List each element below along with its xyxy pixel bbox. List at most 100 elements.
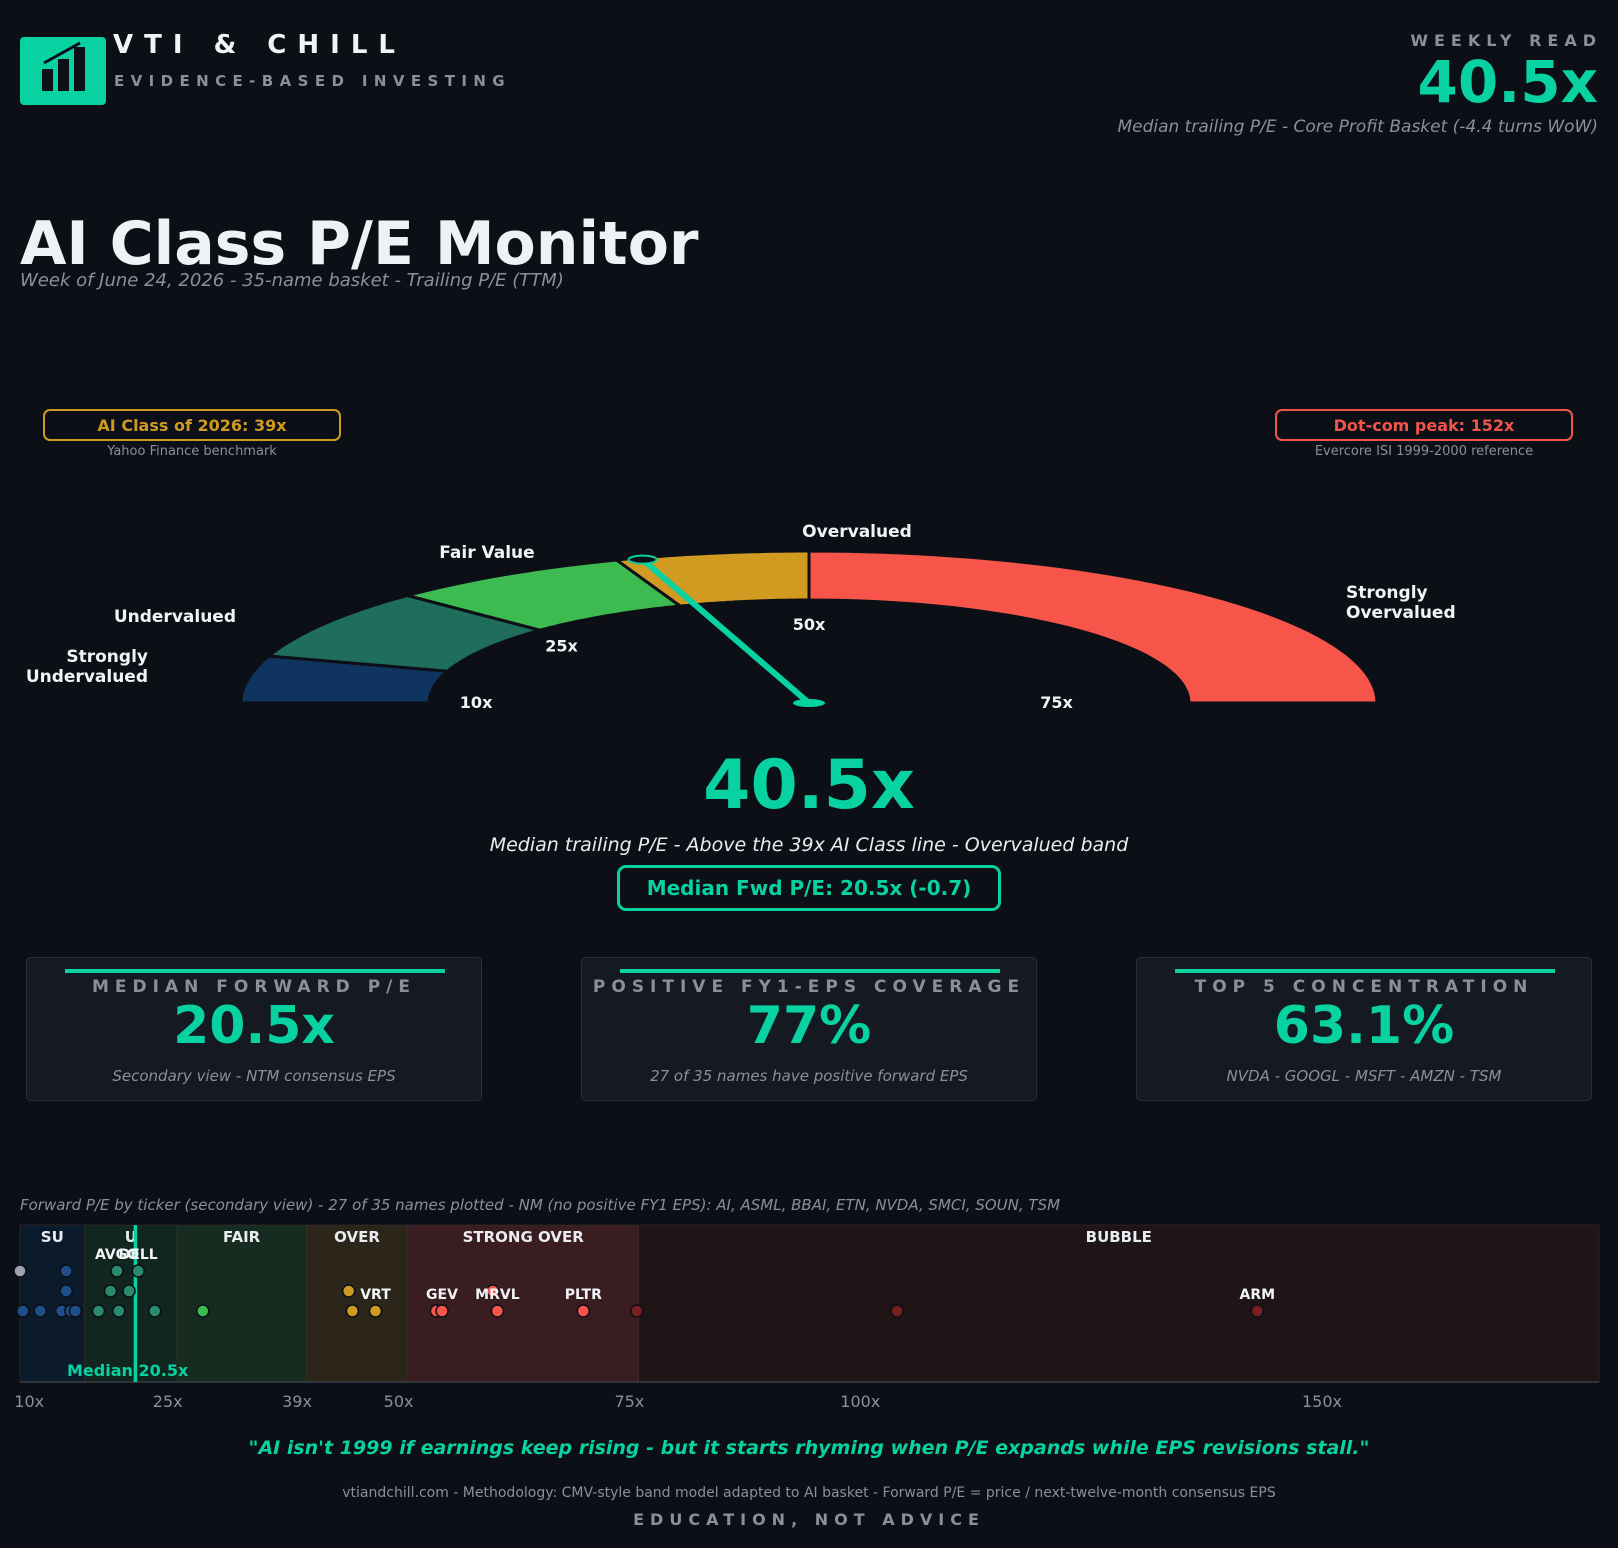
gauge-band-label: Strongly Overvalued: [1346, 583, 1456, 623]
zone-su: [19, 1224, 85, 1383]
card-label: TOP 5 CONCENTRATION: [1194, 977, 1534, 997]
data-point: [630, 1304, 644, 1318]
x-tick-label: 75x: [614, 1392, 644, 1411]
dotcom-benchmark-badge: Dot-com peak: 152x: [1275, 409, 1573, 441]
zone-label: SU: [41, 1228, 64, 1246]
gauge-needle-base: [793, 699, 825, 707]
data-point: [486, 1284, 500, 1298]
data-point: [13, 1264, 27, 1278]
zone-over: [305, 1224, 409, 1383]
footer-methodology: vtiandchill.com - Methodology: CMV-style…: [342, 1485, 1276, 1501]
bar-chart-icon: [42, 41, 85, 91]
x-tick-label: 10x: [14, 1392, 44, 1411]
brand-name: VTI & CHILL: [113, 30, 406, 60]
zone-label: BUBBLE: [1086, 1228, 1152, 1246]
data-point: [490, 1304, 505, 1318]
x-tick-label: 150x: [1302, 1392, 1342, 1411]
gauge-tick-label: 10x: [460, 693, 493, 712]
gauge-needle: [639, 556, 812, 706]
weekly-read-label: WEEKLY READ: [1410, 31, 1602, 50]
point-label: PLTR: [565, 1287, 602, 1303]
page-subtitle: Week of June 24, 2026 - 35-name basket -…: [20, 270, 564, 291]
data-point: [341, 1284, 356, 1298]
kpi-card-top5-concentration: TOP 5 CONCENTRATION 63.1% NVDA - GOOGL -…: [1136, 957, 1592, 1101]
data-point: [890, 1304, 904, 1318]
data-point: [148, 1304, 162, 1318]
data-point: [122, 1284, 136, 1298]
gauge-needle-tip: [627, 554, 658, 565]
x-tick-label: 50x: [384, 1392, 414, 1411]
gauge-band-strongly-overvalued: [807, 549, 1379, 705]
data-point: [110, 1264, 124, 1278]
gauge-band-label: Overvalued: [802, 522, 912, 542]
data-point: [68, 1304, 83, 1318]
data-point: [131, 1264, 145, 1278]
footer-disclaimer: EDUCATION, NOT ADVICE: [633, 1510, 985, 1529]
ai-class-benchmark-badge: AI Class of 2026: 39x: [43, 409, 341, 441]
card-value: 20.5x: [173, 996, 335, 1056]
median-label: Median 20.5x: [67, 1361, 189, 1380]
data-point: [196, 1304, 210, 1318]
card-accent-bar: [65, 969, 445, 973]
gauge-band-label: Strongly Undervalued: [26, 647, 148, 687]
zone-bubble: [638, 1224, 1600, 1383]
data-point: [368, 1304, 383, 1318]
gauge-tick-label: 25x: [545, 636, 578, 655]
ai-class-benchmark-note: Yahoo Finance benchmark: [107, 444, 277, 459]
card-label: MEDIAN FORWARD P/E: [92, 977, 416, 997]
data-point: [345, 1304, 360, 1318]
data-point: [576, 1304, 591, 1318]
point-label: ARM: [1240, 1287, 1276, 1303]
weekly-read-subtitle: Median trailing P/E - Core Profit Basket…: [1117, 117, 1598, 137]
gauge-tick-label: 75x: [1040, 693, 1073, 712]
data-point: [103, 1284, 118, 1298]
page-title: AI Class P/E Monitor: [20, 209, 699, 279]
data-point: [16, 1304, 30, 1318]
gauge-tick-label: 50x: [793, 615, 826, 634]
data-point: [59, 1284, 73, 1298]
point-label: GEV: [426, 1287, 458, 1303]
card-subtitle: NVDA - GOOGL - MSFT - AMZN - TSM: [1226, 1067, 1502, 1085]
strip-chart-title: Forward P/E by ticker (secondary view) -…: [20, 1196, 1061, 1214]
headline-pe-value: 40.5x: [703, 746, 915, 825]
data-point: [91, 1304, 106, 1318]
weekly-read-value: 40.5x: [1417, 48, 1598, 116]
data-point: [112, 1304, 126, 1318]
point-label: DELL: [119, 1247, 158, 1263]
x-tick-label: 39x: [282, 1392, 312, 1411]
headline-caption: Median trailing P/E - Above the 39x AI C…: [489, 834, 1129, 856]
zone-fair: [176, 1224, 307, 1383]
card-accent-bar: [1175, 969, 1555, 973]
data-point: [1250, 1304, 1265, 1318]
gauge-band-label: Fair Value: [439, 543, 534, 563]
zone-strong-over: [407, 1224, 639, 1383]
card-value: 63.1%: [1273, 996, 1455, 1056]
kpi-card-eps-coverage: POSITIVE FY1-EPS COVERAGE 77% 27 of 35 n…: [581, 957, 1037, 1101]
card-subtitle: Secondary view - NTM consensus EPS: [112, 1067, 396, 1085]
data-point: [435, 1304, 449, 1318]
valuation-gauge: Strongly Undervalued Undervalued Fair Value…: [26, 522, 1456, 712]
card-subtitle: 27 of 35 names have positive forward EPS: [650, 1067, 968, 1085]
card-value: 77%: [746, 996, 872, 1056]
kpi-card-median-forward-pe: MEDIAN FORWARD P/E 20.5x Secondary view …: [26, 957, 482, 1101]
point-label: MRVL: [475, 1287, 520, 1303]
point-label: AVGO: [95, 1247, 139, 1263]
brand-tagline: EVIDENCE-BASED INVESTING: [114, 72, 512, 90]
x-tick-label: 25x: [153, 1392, 183, 1411]
median-forward-pe-pill: Median Fwd P/E: 20.5x (-0.7): [617, 865, 1001, 911]
x-tick-label: 100x: [840, 1392, 880, 1411]
brand-logo: [20, 37, 106, 105]
point-label: VRT: [360, 1287, 391, 1303]
zone-label: STRONG OVER: [463, 1228, 585, 1246]
card-accent-bar: [620, 969, 1000, 973]
zone-u: [84, 1224, 178, 1383]
card-label: POSITIVE FY1-EPS COVERAGE: [592, 977, 1026, 997]
pull-quote: "AI isn't 1999 if earnings keep rising -…: [248, 1437, 1370, 1459]
zone-label: OVER: [334, 1228, 380, 1246]
gauge-band-label: Undervalued: [114, 607, 236, 627]
zone-label: FAIR: [223, 1228, 261, 1246]
data-point: [33, 1304, 48, 1318]
data-point: [59, 1264, 73, 1278]
dotcom-benchmark-note: Evercore ISI 1999-2000 reference: [1314, 444, 1534, 459]
